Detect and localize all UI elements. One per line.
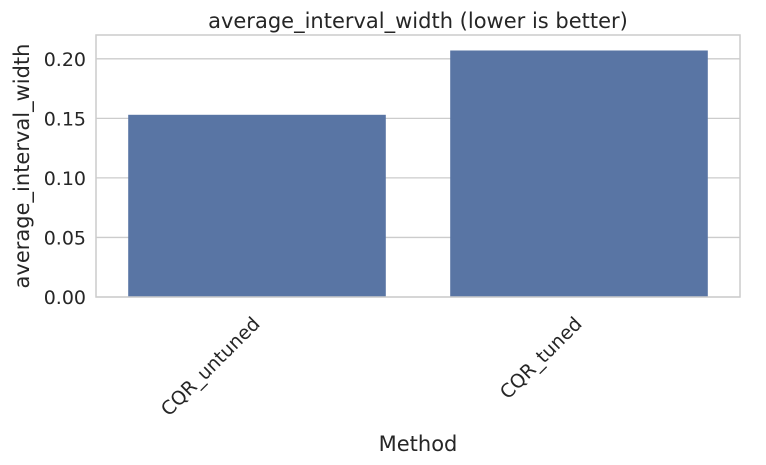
bar-CQR_tuned <box>450 50 708 298</box>
y-tick-label: 0.00 <box>44 287 86 309</box>
x-tick-labels: CQR_untuned CQR_tuned <box>157 313 587 421</box>
y-tick-labels: 0.00 0.05 0.10 0.15 0.20 <box>44 49 86 309</box>
chart-title: average_interval_width (lower is better) <box>208 9 628 34</box>
y-tick-label: 0.10 <box>44 168 86 190</box>
x-tick-label: CQR_untuned <box>157 313 265 421</box>
plot-frame <box>95 34 741 298</box>
y-tick-label: 0.20 <box>44 49 86 71</box>
bars-layer <box>128 50 708 298</box>
y-tick-label: 0.15 <box>44 108 86 130</box>
bar-CQR_untuned <box>128 114 386 297</box>
y-axis-label: average_interval_width <box>10 44 35 289</box>
x-tick-label: CQR_tuned <box>496 313 587 404</box>
x-axis-label: Method <box>379 432 458 456</box>
y-tick-label: 0.05 <box>44 227 86 249</box>
